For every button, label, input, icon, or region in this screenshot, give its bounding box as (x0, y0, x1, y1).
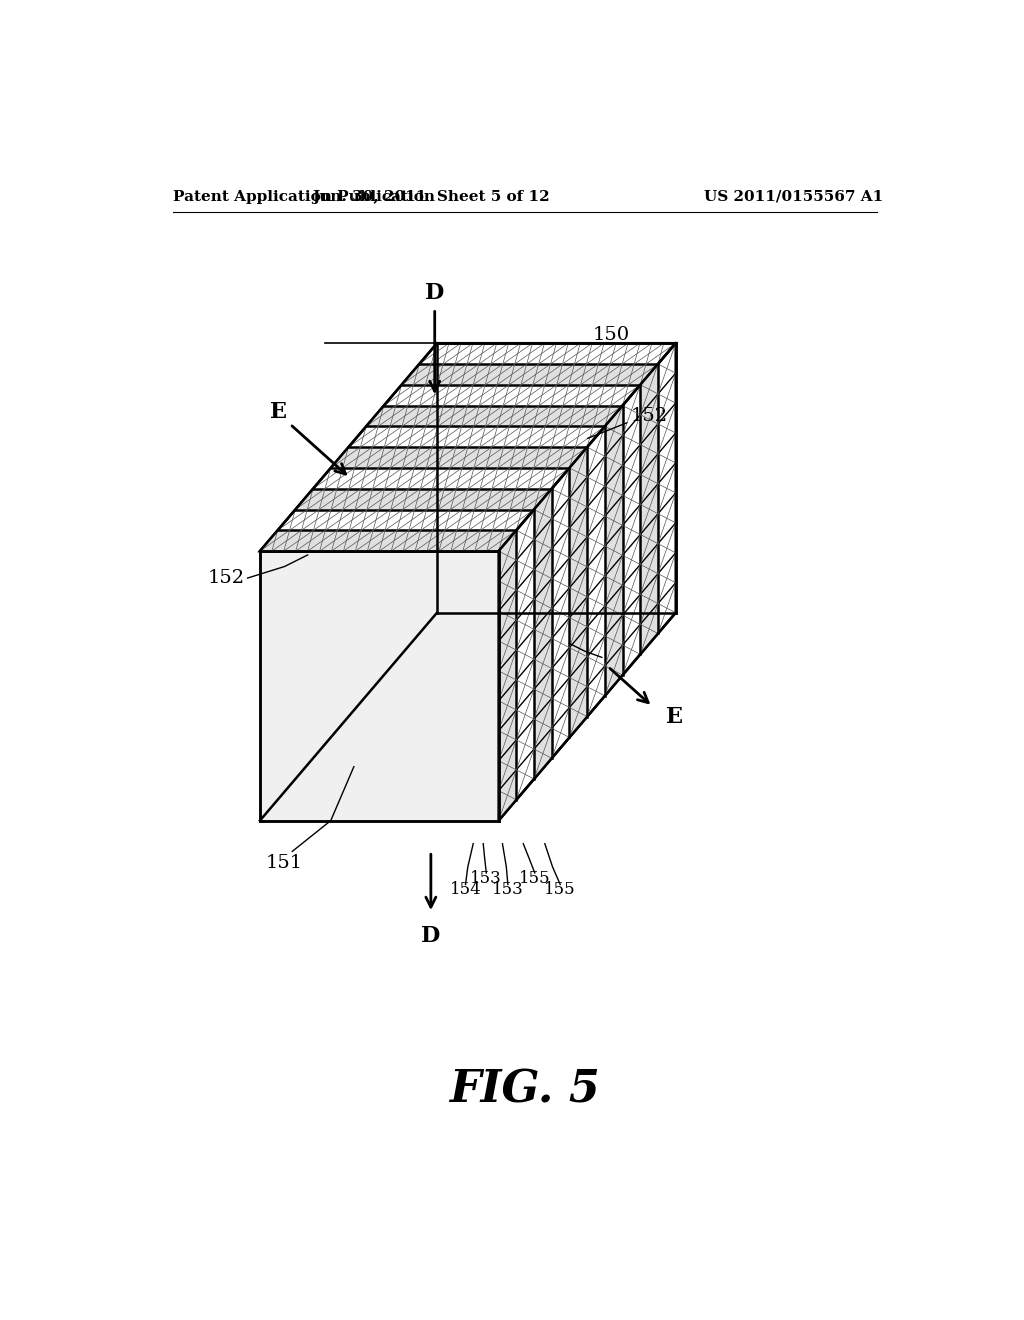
Text: Jun. 30, 2011  Sheet 5 of 12: Jun. 30, 2011 Sheet 5 of 12 (312, 190, 550, 203)
Polygon shape (640, 364, 658, 655)
Text: 153: 153 (492, 882, 523, 899)
Polygon shape (605, 405, 623, 696)
Polygon shape (260, 531, 516, 552)
Text: 151: 151 (265, 854, 302, 873)
Text: Patent Application Publication: Patent Application Publication (173, 190, 435, 203)
Text: 155: 155 (545, 882, 577, 899)
Text: 153: 153 (470, 870, 502, 887)
Polygon shape (331, 447, 587, 469)
Text: 150: 150 (593, 326, 630, 345)
Text: 155: 155 (519, 870, 551, 887)
Polygon shape (260, 343, 676, 552)
Polygon shape (295, 488, 552, 510)
Polygon shape (535, 488, 552, 779)
Text: E: E (666, 706, 683, 727)
Text: 152: 152 (631, 408, 669, 425)
Text: 154: 154 (450, 882, 481, 899)
Text: US 2011/0155567 A1: US 2011/0155567 A1 (705, 190, 884, 203)
Text: D: D (421, 924, 440, 946)
Text: 152: 152 (208, 569, 245, 587)
Text: FIG. 5: FIG. 5 (450, 1069, 600, 1111)
Polygon shape (499, 343, 676, 821)
Polygon shape (569, 447, 587, 738)
Polygon shape (401, 364, 658, 385)
Polygon shape (367, 405, 623, 426)
Text: E: E (270, 401, 287, 424)
Polygon shape (260, 552, 499, 821)
Text: D: D (425, 282, 444, 304)
Polygon shape (499, 531, 516, 821)
